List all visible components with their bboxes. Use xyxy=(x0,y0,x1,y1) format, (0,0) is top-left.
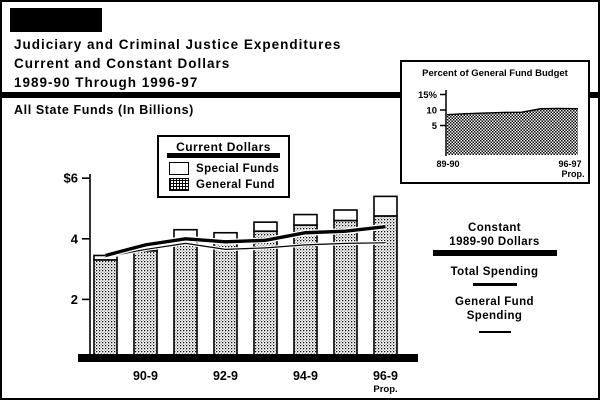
corner-tab-bar xyxy=(10,8,102,32)
bar-special-funds xyxy=(253,221,278,233)
y-tick-label: $6 xyxy=(64,171,78,186)
x-tick-label: 90-9 xyxy=(133,369,158,383)
x-tick-label: 92-9 xyxy=(213,369,238,383)
inset-y-tick-label: 10 xyxy=(426,106,437,117)
y-tick-label: 4 xyxy=(71,231,79,246)
figure-title: Judiciary and Criminal Justice Expenditu… xyxy=(14,35,341,92)
figure-subtitle: All State Funds (In Billions) xyxy=(14,103,194,117)
bar-general-fund xyxy=(213,242,238,361)
inset-x-label-left: 89-90 xyxy=(436,159,459,169)
special-funds-swatch xyxy=(169,162,189,175)
inset-chart-box: Percent of General Fund Budget 15% 10 5 89-9… xyxy=(400,60,590,184)
general-fund-spending-label: General Fund Spending xyxy=(422,295,567,323)
thick-line-sample xyxy=(472,283,517,286)
bar-legend-underline xyxy=(167,153,280,158)
line-legend-heading-1: Constant xyxy=(467,222,522,234)
line-legend-block: Constant 1989-90 Dollars Total Spending … xyxy=(422,221,567,333)
x-axis-baseline xyxy=(78,354,418,362)
title-line-1: Judiciary and Criminal Justice Expenditu… xyxy=(14,37,342,52)
bar-legend-box: Current Dollars Special Funds General Fu… xyxy=(157,135,290,198)
thin-line-sample xyxy=(478,331,511,333)
general-fund-label: General Fund xyxy=(196,178,275,191)
main-chart-area: $6 4 2 90-9 92-9 94-9 96-9 Prop. xyxy=(42,162,434,398)
line-legend-heading-2: 1989-90 Dollars xyxy=(449,236,540,248)
general-fund-swatch xyxy=(169,178,189,191)
bar-general-fund xyxy=(173,239,198,361)
title-line-2: Current and Constant Dollars xyxy=(14,56,231,71)
x-tick-label: 96-9 xyxy=(373,369,398,383)
legend-row-general-fund: General Fund xyxy=(159,178,288,191)
bar-general-fund xyxy=(133,250,158,361)
inset-y-tick-label: 5 xyxy=(432,121,438,132)
inset-x-label-right-sub: Prop. xyxy=(561,169,584,179)
line-legend-underline xyxy=(432,250,557,256)
general-fund-spending-label-line2: Spending xyxy=(466,310,523,322)
general-fund-spending-label-line1: General Fund xyxy=(455,296,534,308)
special-funds-label: Special Funds xyxy=(196,162,280,175)
legend-row-special-funds: Special Funds xyxy=(159,162,288,175)
inset-title: Percent of General Fund Budget xyxy=(422,68,569,79)
bar-legend-title: Current Dollars xyxy=(176,140,271,154)
inset-x-label-right: 96-97 xyxy=(558,159,581,169)
title-divider-rule xyxy=(2,92,598,98)
bar-general-fund xyxy=(373,215,398,361)
bar-special-funds xyxy=(373,195,398,217)
bar-special-funds xyxy=(293,213,318,226)
x-tick-label: 94-9 xyxy=(293,369,318,383)
inset-area-top-edge xyxy=(446,107,579,116)
bar-general-fund xyxy=(93,259,118,361)
inset-area xyxy=(447,108,578,155)
bar-general-fund xyxy=(253,230,278,361)
inset-area-chart: Percent of General Fund Budget 15% 10 5 89-9… xyxy=(418,68,585,179)
general-fund-spending-line xyxy=(105,242,386,258)
x-tick-sub-label: Prop. xyxy=(373,384,397,395)
y-tick-label: 2 xyxy=(71,292,78,307)
title-line-3: 1989-90 Through 1996-97 xyxy=(14,75,199,90)
inset-y-tick-label: 15% xyxy=(418,90,438,101)
total-spending-line xyxy=(105,224,386,258)
total-spending-label: Total Spending xyxy=(450,266,539,278)
bar-special-funds xyxy=(333,209,358,222)
